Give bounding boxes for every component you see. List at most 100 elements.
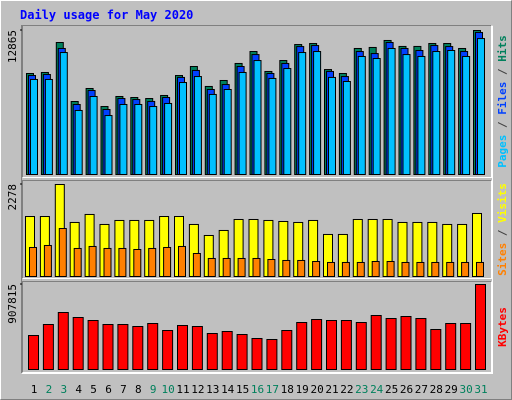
x-tick-label: 21 bbox=[325, 383, 338, 396]
bar bbox=[73, 247, 82, 277]
bar bbox=[206, 332, 218, 371]
bar bbox=[133, 248, 142, 277]
bar bbox=[208, 93, 217, 175]
bar bbox=[193, 76, 202, 175]
bar bbox=[387, 47, 396, 176]
bar bbox=[164, 102, 173, 175]
legend-entry: Hits bbox=[496, 35, 509, 62]
legend-entry: Files bbox=[496, 82, 509, 115]
x-tick-label: 28 bbox=[430, 383, 443, 396]
bar bbox=[72, 316, 84, 370]
x-tick-label: 29 bbox=[445, 383, 458, 396]
x-tick-label: 18 bbox=[281, 383, 294, 396]
x-tick-label: 3 bbox=[60, 383, 67, 396]
x-tick-label: 30 bbox=[459, 383, 472, 396]
x-tick-label: 26 bbox=[400, 383, 413, 396]
bar bbox=[460, 322, 472, 370]
bar bbox=[132, 325, 144, 370]
bar bbox=[221, 330, 233, 371]
bar bbox=[432, 51, 441, 175]
y-tick-label: 907815 bbox=[6, 284, 19, 324]
legend: Pages / Files / Hits bbox=[496, 35, 509, 168]
bar bbox=[237, 257, 246, 277]
x-tick-label: 5 bbox=[90, 383, 97, 396]
legend-entry: KBytes bbox=[496, 307, 509, 347]
bar bbox=[356, 261, 365, 277]
bar bbox=[118, 247, 127, 277]
bar bbox=[327, 261, 335, 277]
bar bbox=[268, 77, 277, 175]
bar bbox=[372, 58, 381, 175]
bar bbox=[401, 261, 410, 277]
bar bbox=[192, 252, 201, 278]
legend-separator: / bbox=[496, 62, 509, 82]
bar bbox=[148, 247, 157, 277]
panel-light bbox=[22, 25, 492, 178]
bar bbox=[297, 259, 306, 278]
x-tick-label: 14 bbox=[221, 383, 235, 396]
x-tick-label: 11 bbox=[176, 383, 189, 396]
bar bbox=[104, 115, 113, 175]
x-tick-label: 7 bbox=[120, 383, 127, 396]
x-tick-label: 16 bbox=[251, 383, 264, 396]
bar bbox=[281, 329, 293, 371]
bar bbox=[58, 228, 67, 277]
panel-light bbox=[21, 25, 493, 374]
bar bbox=[283, 68, 292, 175]
bar bbox=[238, 71, 247, 175]
x-tick-label: 4 bbox=[75, 383, 82, 396]
legend-separator: / bbox=[496, 223, 509, 243]
panel-light bbox=[22, 180, 492, 279]
bar bbox=[282, 259, 291, 278]
bar bbox=[298, 52, 307, 175]
bar bbox=[29, 246, 37, 277]
bar bbox=[416, 261, 425, 277]
bar bbox=[251, 337, 263, 371]
chart-title: Daily usage for May 2020 bbox=[20, 8, 193, 22]
bar bbox=[103, 247, 112, 277]
x-tick-label: 22 bbox=[340, 383, 353, 396]
legend-separator: / bbox=[496, 115, 509, 135]
bar bbox=[236, 333, 248, 371]
bar bbox=[340, 319, 352, 370]
bar bbox=[476, 261, 484, 277]
bar bbox=[342, 81, 351, 175]
y-tick-label: 2278 bbox=[6, 184, 19, 211]
bar bbox=[326, 319, 337, 370]
x-tick-label: 17 bbox=[266, 383, 279, 396]
bar bbox=[386, 260, 395, 278]
bar bbox=[357, 55, 366, 175]
x-tick-label: 25 bbox=[385, 383, 398, 396]
bar bbox=[74, 109, 83, 175]
bar bbox=[59, 52, 68, 175]
bar bbox=[178, 245, 186, 277]
bar bbox=[89, 95, 98, 175]
bar bbox=[147, 322, 159, 370]
bar bbox=[417, 55, 426, 175]
panel-shadow bbox=[22, 180, 492, 279]
bar bbox=[253, 60, 262, 176]
bar bbox=[102, 323, 114, 370]
x-tick-label: 9 bbox=[150, 383, 157, 396]
bar bbox=[252, 257, 261, 277]
x-tick-label: 19 bbox=[296, 383, 309, 396]
bar bbox=[28, 334, 39, 371]
bar bbox=[311, 318, 323, 370]
bar bbox=[134, 103, 143, 175]
bar bbox=[477, 38, 485, 175]
x-tick-label: 24 bbox=[370, 383, 384, 396]
bar bbox=[163, 246, 172, 277]
x-tick-label: 10 bbox=[161, 383, 174, 396]
bar bbox=[267, 258, 276, 278]
bar bbox=[119, 103, 128, 175]
legend: KBytes bbox=[496, 307, 509, 347]
bar bbox=[461, 261, 470, 277]
bar bbox=[462, 55, 471, 175]
bar bbox=[222, 257, 231, 277]
bar bbox=[223, 89, 232, 175]
bar bbox=[30, 78, 38, 175]
x-tick-label: 20 bbox=[310, 383, 323, 396]
bar bbox=[475, 284, 486, 370]
